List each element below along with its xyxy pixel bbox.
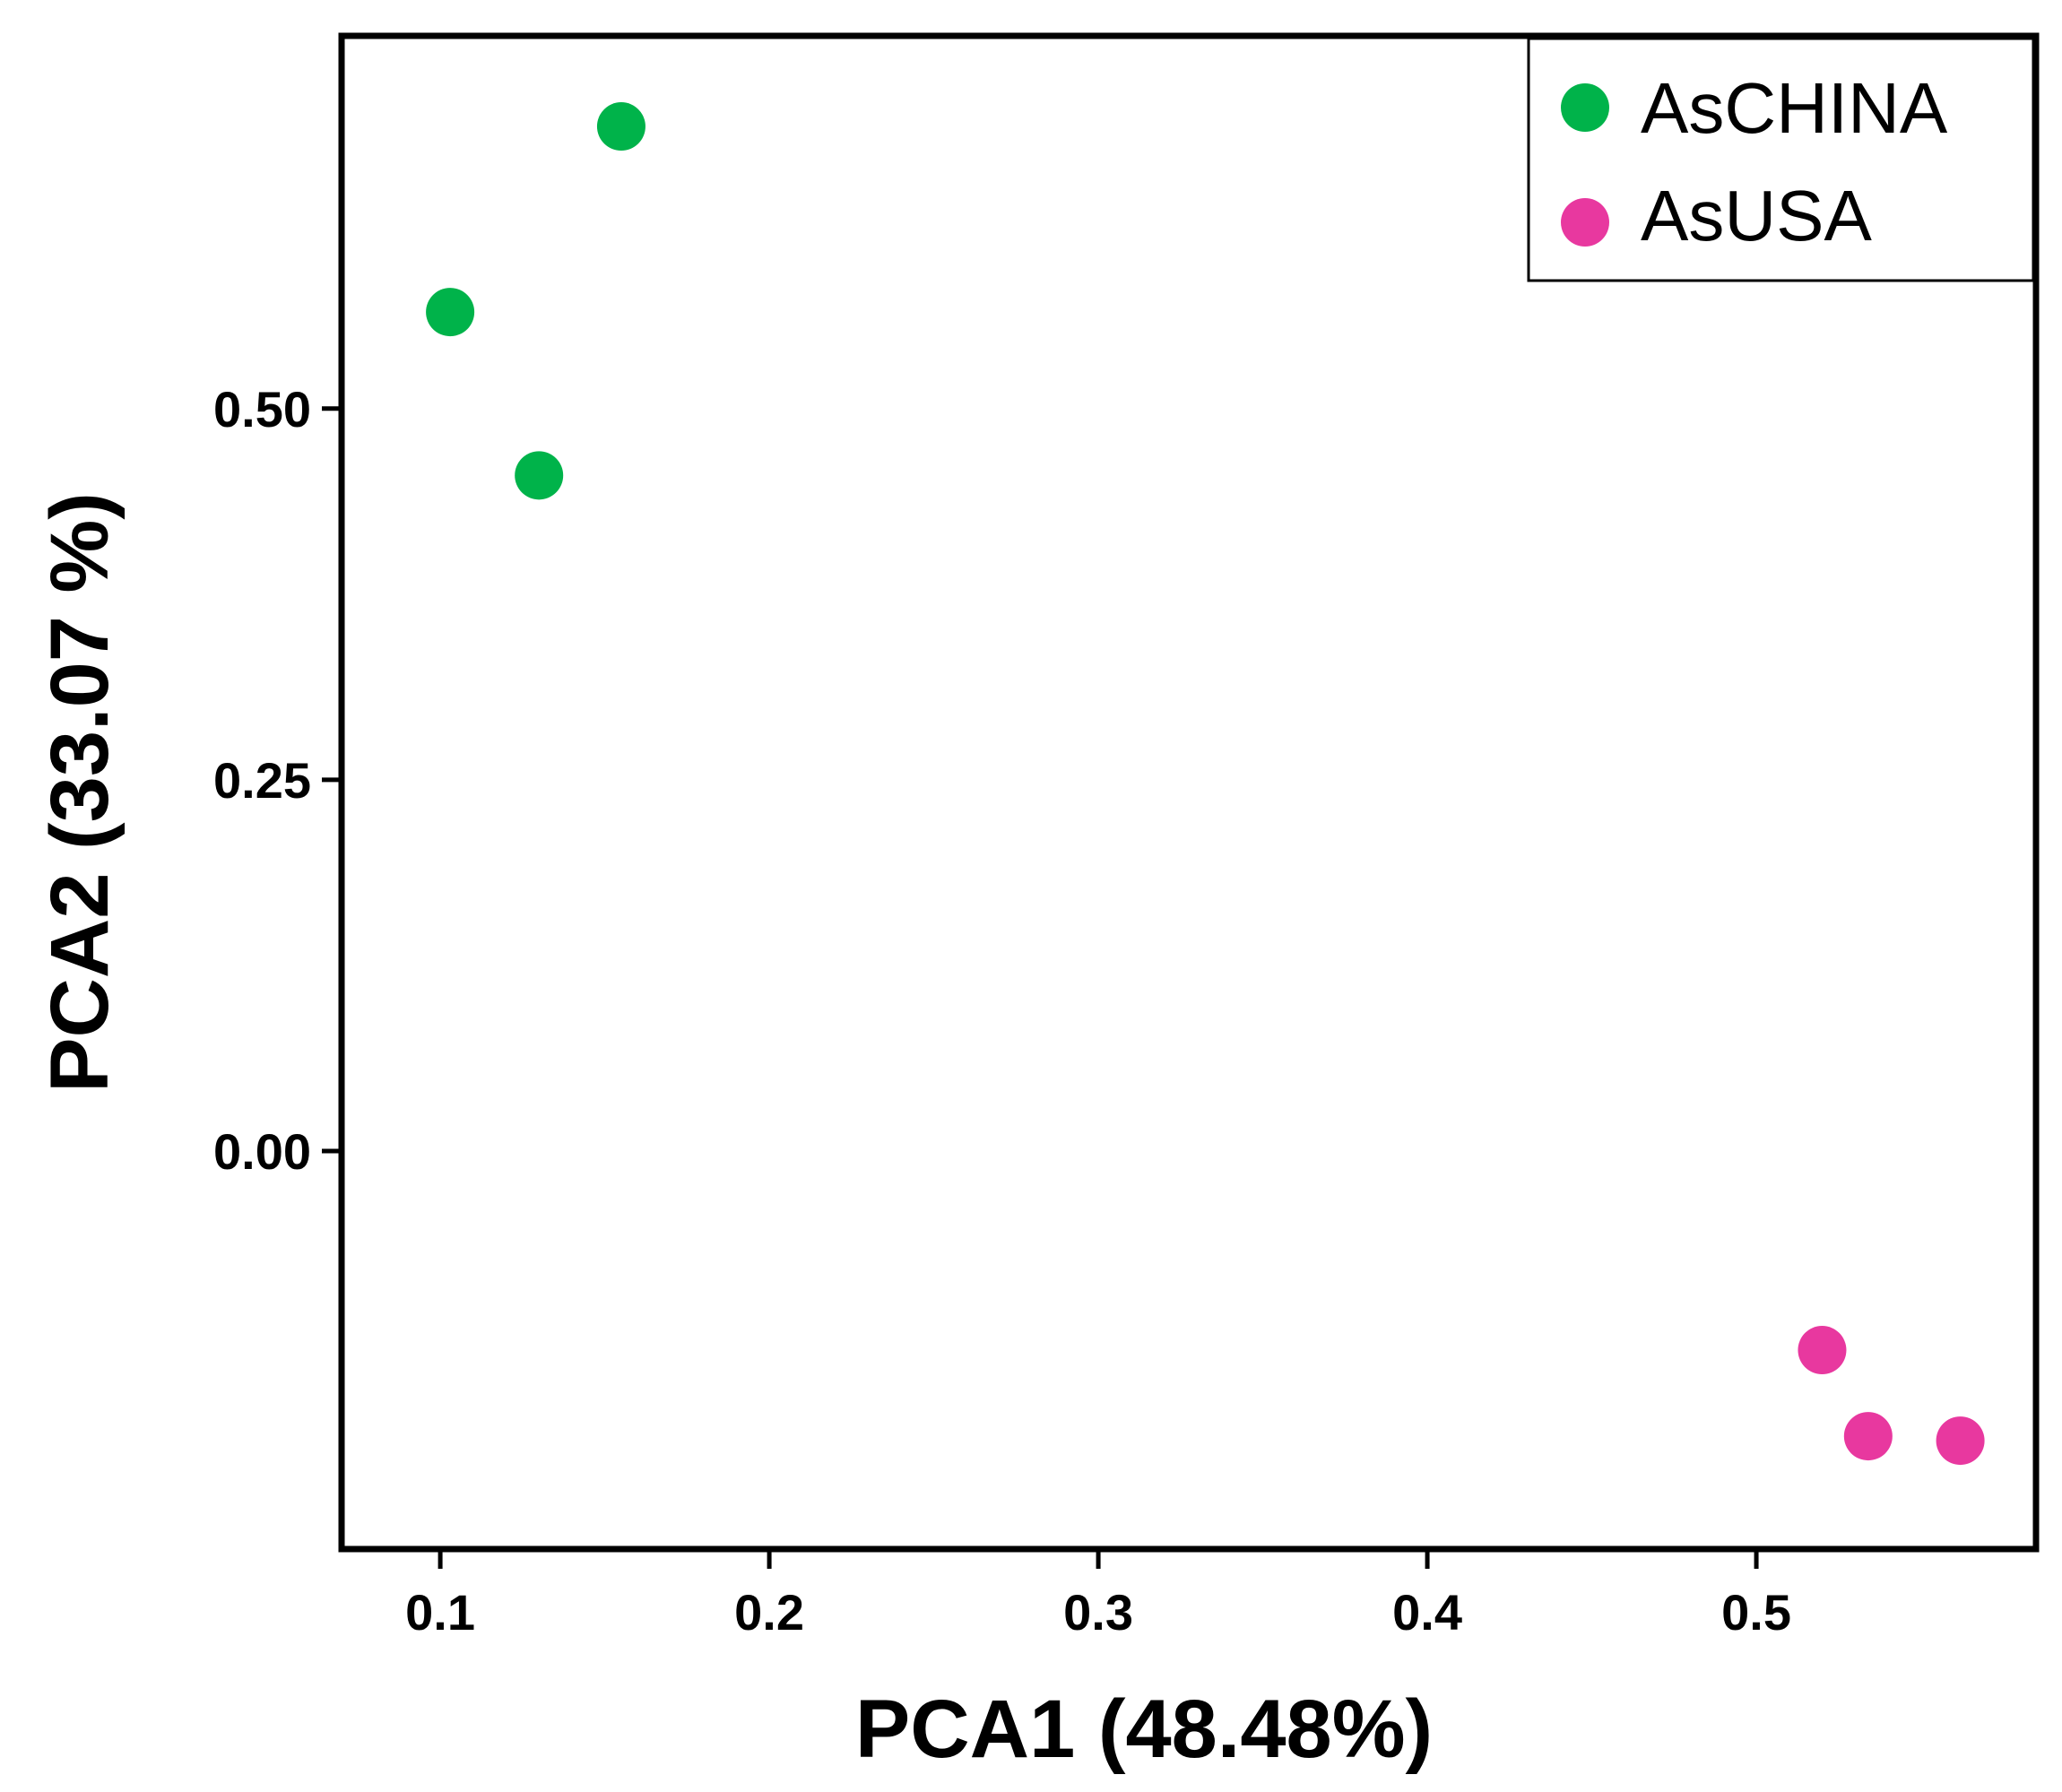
x-tick-label: 0.1 xyxy=(405,1584,475,1641)
point-asusa xyxy=(1936,1416,1985,1466)
legend-marker-aschina xyxy=(1561,83,1609,132)
x-tick-label: 0.4 xyxy=(1392,1584,1462,1641)
x-axis-title: PCA1 (48.48%) xyxy=(855,1684,1433,1775)
y-axis-title: PCA2 (33.07 %) xyxy=(34,492,126,1093)
legend-label-asusa: AsUSA xyxy=(1641,176,1872,255)
point-aschina xyxy=(596,102,645,151)
x-tick-label: 0.2 xyxy=(734,1584,804,1641)
y-tick-label: 0.50 xyxy=(213,381,311,437)
x-tick-label: 0.3 xyxy=(1063,1584,1133,1641)
point-asusa xyxy=(1798,1326,1847,1375)
legend-label-aschina: AsCHINA xyxy=(1641,68,1948,148)
y-tick-label: 0.00 xyxy=(213,1123,311,1180)
data-points xyxy=(426,102,1985,1466)
y-tick-label: 0.25 xyxy=(213,752,311,809)
legend-box xyxy=(1527,37,2035,282)
y-axis-ticks: 0.50 0.25 0.00 xyxy=(213,381,342,1180)
x-tick-label: 0.5 xyxy=(1721,1584,1791,1641)
legend: AsCHINA AsUSA xyxy=(1527,37,2035,282)
point-aschina xyxy=(515,451,564,500)
plot-frame xyxy=(338,32,2040,1553)
legend-marker-asusa xyxy=(1561,198,1609,247)
point-asusa xyxy=(1843,1412,1893,1461)
point-aschina xyxy=(426,288,475,337)
x-axis-ticks: 0.1 0.2 0.3 0.4 0.5 xyxy=(405,1549,1791,1641)
